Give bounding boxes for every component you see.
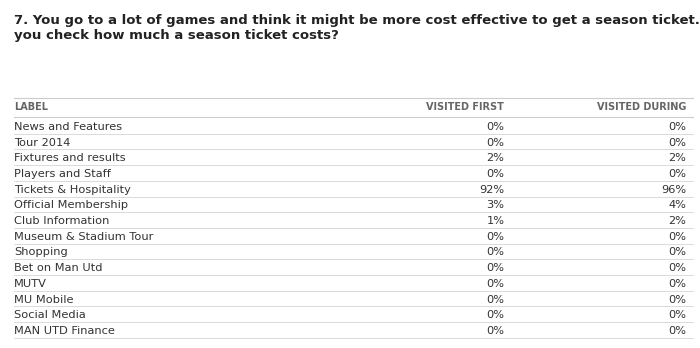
Text: 0%: 0%	[486, 326, 504, 336]
Text: 2%: 2%	[668, 216, 686, 226]
Text: 0%: 0%	[486, 310, 504, 320]
Text: 0%: 0%	[486, 294, 504, 304]
Text: 0%: 0%	[486, 279, 504, 289]
Text: Shopping: Shopping	[14, 247, 68, 258]
Text: 0%: 0%	[486, 263, 504, 273]
Text: VISITED FIRST: VISITED FIRST	[426, 103, 504, 112]
Text: 1%: 1%	[486, 216, 504, 226]
Text: Official Membership: Official Membership	[14, 200, 128, 211]
Text: 0%: 0%	[668, 169, 686, 179]
Text: News and Features: News and Features	[14, 122, 122, 132]
Text: Tickets & Hospitality: Tickets & Hospitality	[14, 185, 131, 195]
Text: Museum & Stadium Tour: Museum & Stadium Tour	[14, 232, 153, 242]
Text: Fixtures and results: Fixtures and results	[14, 153, 125, 163]
Text: 0%: 0%	[668, 326, 686, 336]
Text: 0%: 0%	[486, 247, 504, 258]
Text: 0%: 0%	[486, 122, 504, 132]
Text: Players and Staff: Players and Staff	[14, 169, 111, 179]
Text: 0%: 0%	[668, 122, 686, 132]
Text: 0%: 0%	[486, 232, 504, 242]
Text: Club Information: Club Information	[14, 216, 109, 226]
Text: 0%: 0%	[668, 310, 686, 320]
Text: 0%: 0%	[668, 232, 686, 242]
Text: 0%: 0%	[668, 263, 686, 273]
Text: LABEL: LABEL	[14, 103, 48, 112]
Text: 92%: 92%	[480, 185, 504, 195]
Text: 0%: 0%	[668, 247, 686, 258]
Text: 96%: 96%	[661, 185, 686, 195]
Text: 0%: 0%	[486, 137, 504, 148]
Text: VISITED DURING: VISITED DURING	[597, 103, 686, 112]
Text: Bet on Man Utd: Bet on Man Utd	[14, 263, 102, 273]
Text: 2%: 2%	[486, 153, 504, 163]
Text: 0%: 0%	[668, 279, 686, 289]
Text: 3%: 3%	[486, 200, 504, 211]
Text: 2%: 2%	[668, 153, 686, 163]
Text: Social Media: Social Media	[14, 310, 85, 320]
Text: 4%: 4%	[668, 200, 686, 211]
Text: MAN UTD Finance: MAN UTD Finance	[14, 326, 115, 336]
Text: MU Mobile: MU Mobile	[14, 294, 74, 304]
Text: 7. You go to a lot of games and think it might be more cost effective to get a s: 7. You go to a lot of games and think it…	[14, 14, 700, 42]
Text: 0%: 0%	[668, 137, 686, 148]
Text: MUTV: MUTV	[14, 279, 47, 289]
Text: Tour 2014: Tour 2014	[14, 137, 70, 148]
Text: 0%: 0%	[486, 169, 504, 179]
Text: 0%: 0%	[668, 294, 686, 304]
